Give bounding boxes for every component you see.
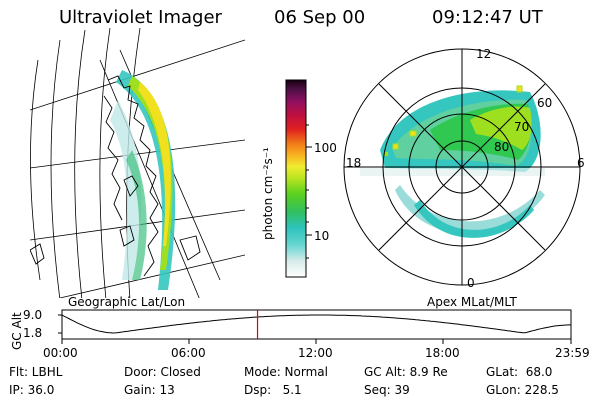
status-glon: GLon: 228.5: [486, 383, 559, 397]
timeline-y-tick-9: 9.0: [23, 308, 43, 322]
mlt-label-18: 18: [346, 156, 362, 170]
timeline-y-label: GC Alt: [10, 312, 24, 350]
polar-plot: [343, 48, 581, 286]
colorbar-tick-10: 10: [314, 229, 330, 243]
status-filter: Flt: LBHL: [9, 365, 63, 379]
colorbar-tick-100: 100: [314, 141, 337, 155]
colorbar-unit-label: photon cm⁻²s⁻¹: [261, 147, 275, 240]
mlat-label-70: 70: [514, 120, 530, 134]
timeline-x-tick-1200: 12:00: [298, 346, 333, 360]
geographic-caption: Geographic Lat/Lon: [68, 295, 186, 309]
status-gc-alt: GC Alt: 8.9 Re: [364, 365, 448, 379]
status-door: Door: Closed: [124, 365, 201, 379]
mlt-label-12: 12: [476, 47, 492, 61]
timeline-x-tick-2359: 23:59: [555, 346, 590, 360]
gc-altitude-timeline: [58, 309, 572, 344]
timeline-x-tick-1800: 18:00: [425, 346, 460, 360]
geographic-map: [30, 28, 245, 298]
mlat-label-60: 60: [537, 96, 553, 110]
status-seq: Seq: 39: [364, 383, 410, 397]
timeline-x-tick-0000: 00:00: [43, 346, 78, 360]
mlt-label-6: 6: [577, 156, 585, 170]
status-gain: Gain: 13: [124, 383, 175, 397]
status-ip: IP: 36.0: [9, 383, 55, 397]
status-glat: GLat: 68.0: [486, 365, 553, 379]
instrument-title: Ultraviolet Imager: [59, 7, 222, 28]
mlt-label-0: 0: [467, 276, 475, 290]
timeline-x-tick-0600: 06:00: [171, 346, 206, 360]
status-dsp: Dsp: 5.1: [244, 383, 302, 397]
mlat-label-80: 80: [494, 140, 510, 154]
apex-caption: Apex MLat/MLT: [427, 295, 517, 309]
colorbar: [285, 79, 307, 278]
timeline-y-tick-1-8: 1.8: [23, 326, 43, 340]
status-mode: Mode: Normal: [244, 365, 328, 379]
image-time: 09:12:47 UT: [432, 7, 543, 28]
image-date: 06 Sep 00: [274, 7, 366, 28]
